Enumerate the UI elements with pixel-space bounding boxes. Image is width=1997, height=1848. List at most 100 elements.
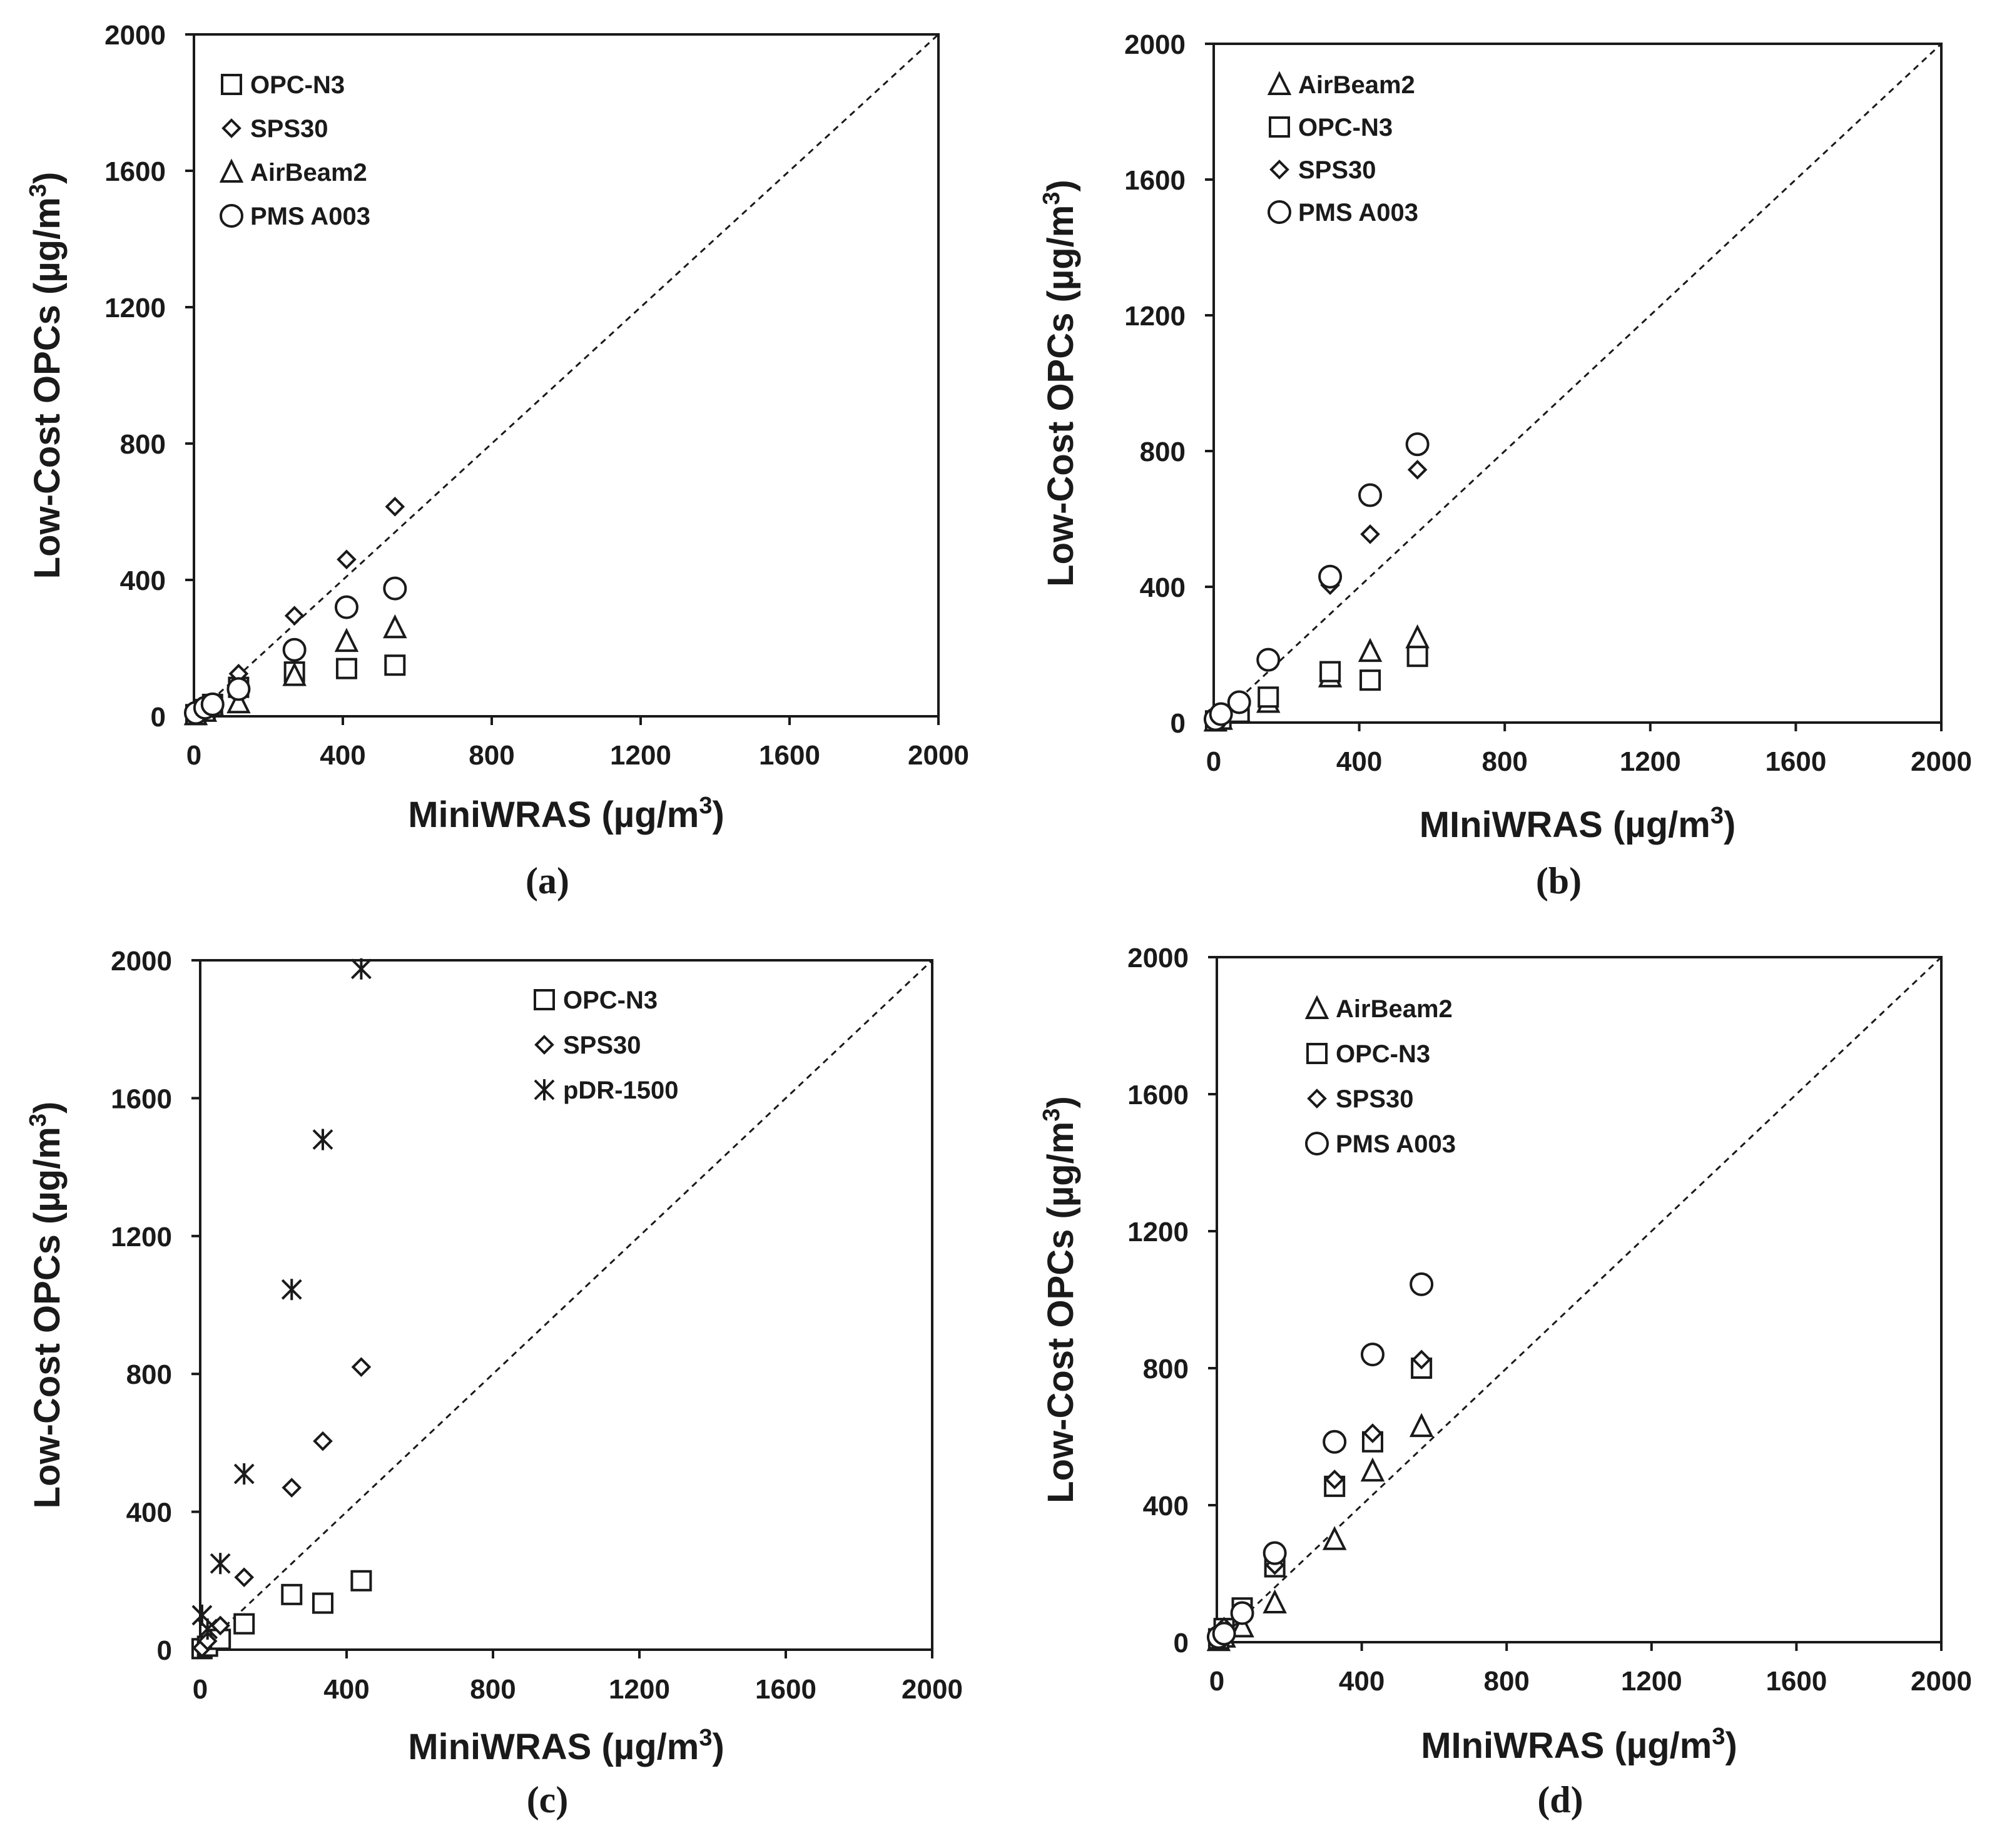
- x-tick-label: 1600: [1766, 1666, 1827, 1697]
- chart-panel-1: 0 400 800 1200 1600 2000 0 400 800 1200 1600 2000 Mi…: [25, 20, 969, 901]
- legend-label: SPS30: [1298, 156, 1376, 184]
- data-point: [335, 657, 357, 679]
- data-point: [1212, 1622, 1236, 1646]
- series-opc-n3: [1204, 646, 1428, 732]
- data-point: [1263, 1541, 1287, 1565]
- legend-marker: [1305, 1132, 1329, 1155]
- data-point: [350, 1570, 372, 1592]
- legend-label: AirBeam2: [250, 159, 367, 186]
- x-tick-label: 1200: [609, 1674, 670, 1705]
- chart-panel-2: 0 400 800 1200 1600 2000 0 400 800 1200 1600 2000 MI…: [1039, 29, 1972, 901]
- data-point: [1256, 647, 1281, 672]
- data-point: [284, 606, 305, 626]
- x-tick-label: 400: [1339, 1666, 1385, 1697]
- x-tick-label: 0: [1209, 1666, 1224, 1697]
- data-point: [1319, 661, 1341, 683]
- data-point: [1230, 1601, 1254, 1625]
- data-point: [334, 627, 359, 652]
- plot-frame: [1212, 43, 1943, 724]
- y-tick-label: 800: [120, 429, 166, 460]
- legend-label: OPC-N3: [250, 71, 345, 99]
- legend: OPC-N3 SPS30 AirBeam2 PMS A003: [219, 71, 370, 230]
- y-tick-label: 0: [151, 702, 166, 733]
- plot-frame: [1216, 956, 1943, 1643]
- data-point: [1227, 690, 1251, 714]
- data-point: [337, 549, 357, 570]
- x-tick-label: 2000: [908, 740, 969, 771]
- y-axis-title: Low-Cost OPCs (µg/m3): [25, 172, 68, 579]
- legend-marker: [1306, 1043, 1328, 1064]
- data-point: [1258, 686, 1279, 708]
- x-tick-label: 400: [1336, 746, 1382, 777]
- x-tick-label: 800: [470, 1674, 516, 1705]
- x-tick-label: 0: [186, 740, 201, 771]
- x-tick-label: 800: [469, 740, 514, 771]
- x-tick-label: 2000: [902, 1674, 963, 1705]
- series-pms-a003: [1206, 1272, 1434, 1649]
- legend-marker: [534, 989, 555, 1010]
- data-point: [1324, 1470, 1345, 1490]
- legend-marker: [1269, 160, 1289, 180]
- data-point: [1409, 1413, 1434, 1438]
- legend-label: SPS30: [563, 1032, 641, 1059]
- data-point: [1407, 460, 1428, 480]
- y-tick-label: 400: [1143, 1491, 1189, 1521]
- y-tick-label: 800: [126, 1359, 172, 1390]
- data-point: [383, 576, 407, 601]
- x-tick-label: 1200: [610, 740, 671, 771]
- x-tick-label: 0: [1206, 746, 1221, 777]
- y-tick-label: 1200: [1127, 1217, 1189, 1247]
- y-tick-label: 2000: [1124, 29, 1186, 60]
- data-point: [281, 1583, 303, 1605]
- legend: AirBeam2 OPC-N3 SPS30 PMS A003: [1304, 995, 1456, 1158]
- data-point: [383, 614, 407, 639]
- data-point: [1263, 1589, 1287, 1614]
- y-axis-title: Low-Cost OPCs (µg/m3): [1039, 1096, 1081, 1503]
- data-point: [1405, 432, 1430, 457]
- data-point: [1406, 646, 1428, 668]
- data-point: [350, 958, 372, 980]
- data-point: [210, 1553, 231, 1575]
- legend-label: PMS A003: [250, 203, 370, 230]
- series-pms-a003: [183, 576, 407, 725]
- plot-frame: [199, 959, 933, 1651]
- data-point: [281, 1279, 302, 1301]
- series-sps30: [192, 1357, 372, 1658]
- x-tick-label: 400: [323, 1674, 369, 1705]
- x-tick-label: 1600: [759, 740, 820, 771]
- data-point: [233, 1613, 255, 1635]
- data-point: [1360, 524, 1380, 544]
- x-axis-title: MIniWRAS (µg/m3): [1420, 803, 1736, 845]
- x-axis-title: MIniWRAS (µg/m3): [1421, 1724, 1737, 1766]
- panel-label: (b): [1536, 860, 1582, 901]
- x-tick-label: 0: [193, 1674, 208, 1705]
- data-point: [1358, 637, 1383, 663]
- x-tick-label: 2000: [1911, 1666, 1972, 1697]
- data-point: [1360, 1343, 1385, 1367]
- data-point: [1323, 1429, 1347, 1454]
- data-point: [1359, 669, 1381, 691]
- legend-label: OPC-N3: [1298, 114, 1393, 141]
- legend-marker: [1307, 1089, 1327, 1109]
- data-point: [312, 1592, 333, 1614]
- legend-label: AirBeam2: [1336, 995, 1453, 1023]
- legend-label: OPC-N3: [563, 987, 658, 1014]
- data-point: [1411, 1349, 1431, 1370]
- data-point: [313, 1431, 333, 1451]
- data-point: [312, 1129, 333, 1150]
- data-point: [1358, 483, 1383, 507]
- y-tick-label: 1600: [1124, 165, 1186, 196]
- legend-marker: [221, 74, 242, 95]
- data-point: [334, 595, 358, 619]
- series-pms-a003: [1203, 432, 1430, 731]
- x-axis-title: MiniWRAS (µg/m3): [408, 793, 724, 835]
- legend-label: AirBeam2: [1298, 71, 1415, 99]
- legend-marker: [1269, 116, 1290, 138]
- legend-marker: [534, 1079, 555, 1100]
- data-point: [200, 692, 225, 716]
- data-point: [351, 1357, 372, 1378]
- data-point: [1363, 1423, 1383, 1443]
- y-axis-title: Low-Cost OPCs (µg/m3): [25, 1102, 68, 1509]
- data-point: [1318, 564, 1343, 589]
- y-axis-title: Low-Cost OPCs (µg/m3): [1039, 180, 1081, 587]
